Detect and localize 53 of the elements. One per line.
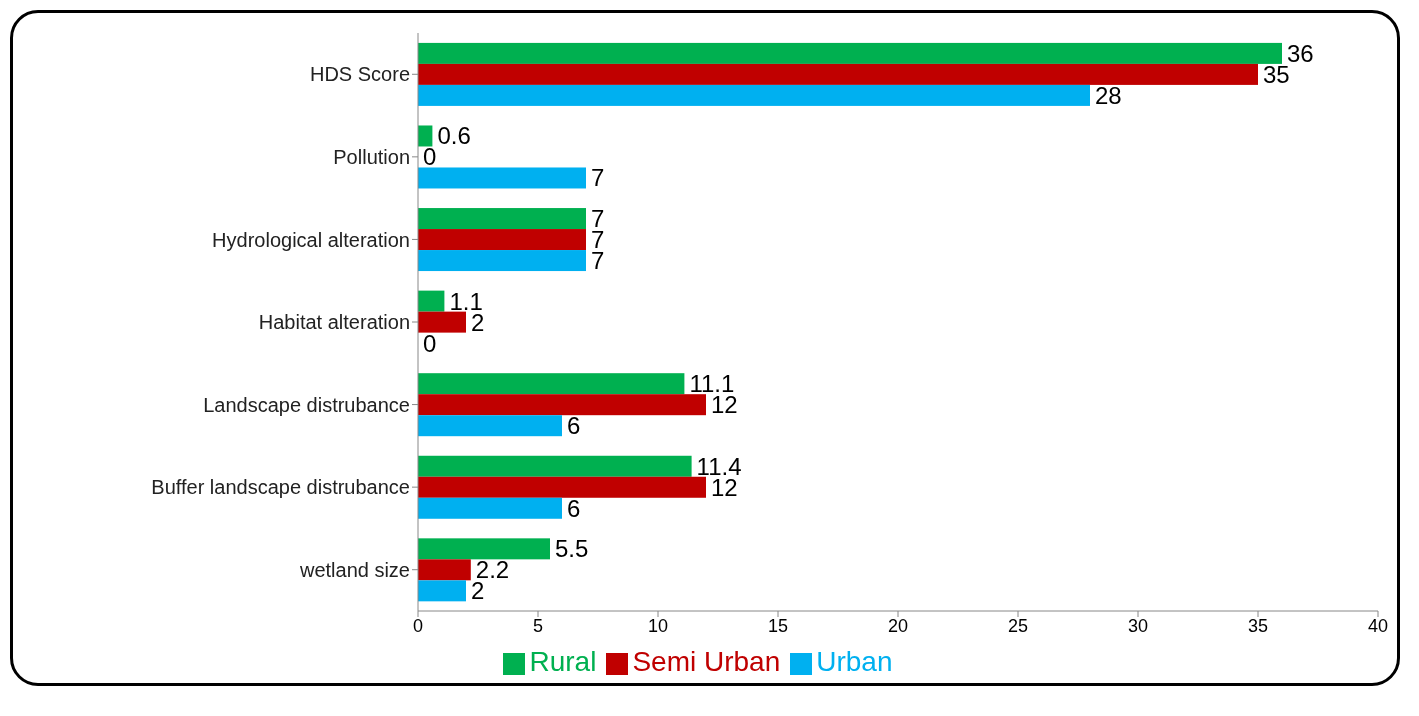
bar	[418, 497, 562, 519]
bar	[418, 167, 586, 189]
bar	[418, 580, 466, 602]
data-label: 28	[1095, 81, 1122, 109]
bar	[418, 84, 1090, 106]
bar	[418, 125, 433, 147]
data-label: 12	[711, 391, 738, 419]
bar	[418, 63, 1258, 85]
data-label: 2	[471, 577, 485, 605]
bar	[418, 538, 550, 560]
bar	[418, 208, 586, 230]
bar	[418, 559, 471, 581]
data-label: 0	[423, 143, 437, 171]
y-tick-label: Habitat alteration	[258, 311, 410, 334]
data-label: 35	[1263, 60, 1290, 88]
data-label: 7	[591, 247, 605, 275]
legend-label: Urban	[816, 646, 893, 677]
data-label: 0	[423, 329, 437, 357]
data-label: 11.4	[696, 452, 742, 480]
x-tick-label: 25	[1007, 615, 1029, 636]
x-tick-label: 40	[1367, 615, 1389, 636]
data-label: 5.5	[555, 535, 589, 563]
x-tick-label: 5	[532, 615, 544, 636]
data-label: 36	[1287, 39, 1314, 67]
x-tick-label: 20	[887, 615, 909, 636]
bar	[418, 415, 562, 437]
bar	[418, 311, 466, 333]
bar	[418, 476, 706, 498]
legend-label: Rural	[529, 646, 597, 677]
bar	[418, 42, 1282, 64]
y-tick-label: Landscape distrubance	[203, 393, 410, 416]
x-tick-label: 0	[412, 615, 424, 636]
x-tick-label: 15	[767, 615, 789, 636]
bar	[418, 394, 706, 416]
y-tick-label: wetland size	[298, 558, 410, 581]
bar	[418, 290, 445, 312]
data-label: 6	[567, 412, 581, 440]
data-label: 0.6	[437, 122, 471, 150]
x-tick-label: 30	[1127, 615, 1149, 636]
y-tick-label: Pollution	[333, 145, 410, 168]
bar	[418, 455, 692, 477]
data-label: 7	[591, 164, 605, 192]
y-tick-label: HDS Score	[309, 63, 410, 86]
bar	[418, 229, 586, 251]
legend-label: Semi Urban	[632, 646, 781, 677]
y-tick-label: Hydrological alteration	[212, 228, 410, 251]
y-tick-label: Buffer landscape distrubance	[151, 476, 410, 499]
x-tick-label: 10	[647, 615, 669, 636]
x-tick-label: 35	[1247, 615, 1269, 636]
bar	[418, 250, 586, 272]
data-label: 1.1	[449, 287, 483, 315]
data-label: 6	[567, 494, 581, 522]
bar	[418, 373, 685, 395]
